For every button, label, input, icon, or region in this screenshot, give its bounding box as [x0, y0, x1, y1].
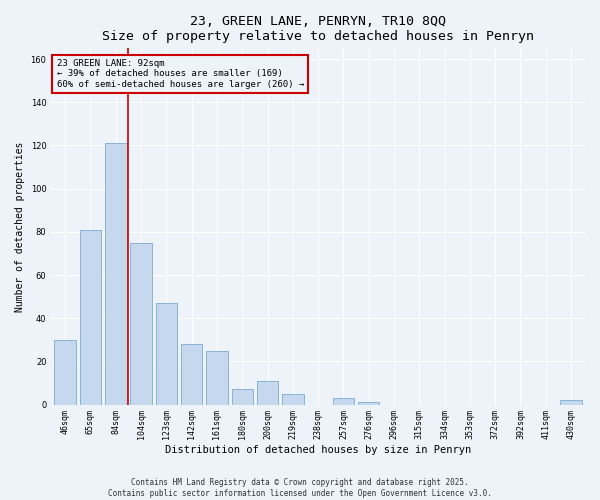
Bar [232, 390, 253, 404]
Bar [80, 230, 101, 404]
Title: 23, GREEN LANE, PENRYN, TR10 8QQ
Size of property relative to detached houses in: 23, GREEN LANE, PENRYN, TR10 8QQ Size of… [102, 15, 534, 43]
Bar [282, 394, 304, 404]
Bar [181, 344, 202, 405]
Bar [55, 340, 76, 404]
Text: Contains HM Land Registry data © Crown copyright and database right 2025.
Contai: Contains HM Land Registry data © Crown c… [108, 478, 492, 498]
Bar [257, 381, 278, 404]
Bar [332, 398, 354, 404]
Bar [130, 242, 152, 404]
Bar [206, 350, 228, 405]
Bar [105, 144, 127, 404]
Bar [560, 400, 582, 404]
Y-axis label: Number of detached properties: Number of detached properties [15, 142, 25, 312]
Bar [358, 402, 379, 404]
Bar [155, 303, 177, 404]
Text: 23 GREEN LANE: 92sqm
← 39% of detached houses are smaller (169)
60% of semi-deta: 23 GREEN LANE: 92sqm ← 39% of detached h… [56, 59, 304, 89]
X-axis label: Distribution of detached houses by size in Penryn: Distribution of detached houses by size … [165, 445, 471, 455]
